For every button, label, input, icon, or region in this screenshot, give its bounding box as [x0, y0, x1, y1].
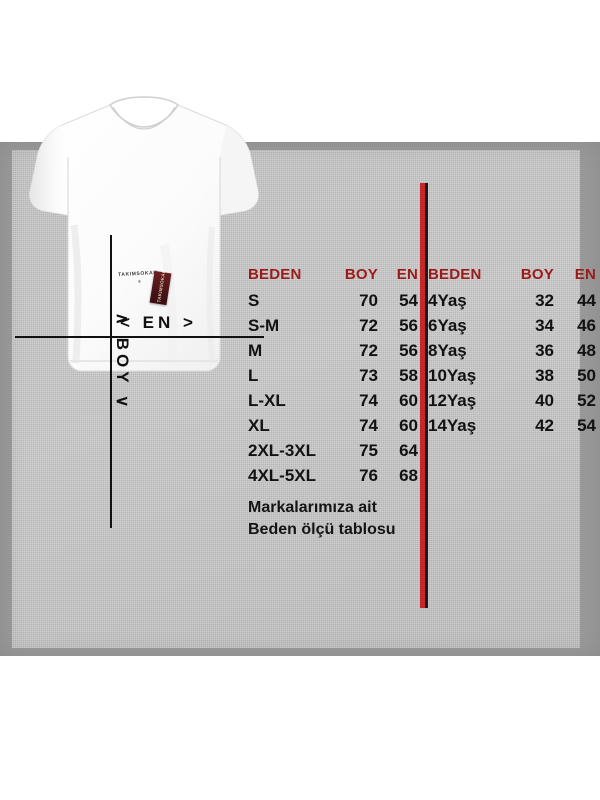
cell-beden: 2XL-3XL	[248, 441, 317, 460]
cell-beden: L	[248, 366, 259, 385]
cell-en: 58	[399, 366, 418, 385]
caption-line-2: Beden ölçü tablosu	[248, 521, 396, 538]
cell-en: 46	[577, 316, 596, 335]
measure-line-vertical	[110, 235, 112, 528]
cell-en: 48	[577, 341, 596, 360]
cell-beden: 4Yaş	[428, 291, 467, 310]
cell-en: 64	[399, 441, 418, 460]
table-row: S 70 54	[248, 291, 418, 316]
cell-beden: 6Yaş	[428, 316, 467, 335]
kids-header-beden: BEDEN	[428, 266, 482, 283]
tshirt-fold-left	[70, 224, 82, 364]
cell-en: 44	[577, 291, 596, 310]
table-row: 4XL-5XL 76 68	[248, 466, 418, 491]
table-row: 10Yaş 38 50	[428, 366, 596, 391]
table-row: 4Yaş 32 44	[428, 291, 596, 316]
cell-beden: 4XL-5XL	[248, 466, 317, 485]
table-row: L 73 58	[248, 366, 418, 391]
cell-en: 56	[399, 316, 418, 335]
cell-boy: 38	[535, 366, 554, 385]
table-row: 14Yaş 42 54	[428, 416, 596, 441]
cell-beden: S	[248, 291, 260, 310]
cell-boy: 72	[359, 341, 378, 360]
measure-label-width: < EN >	[120, 313, 197, 332]
adult-header-en: EN	[396, 266, 418, 283]
cell-boy: 36	[535, 341, 554, 360]
kids-header-en: EN	[574, 266, 596, 283]
tshirt-illustration	[14, 95, 274, 375]
cell-en: 50	[577, 366, 596, 385]
cell-boy: 75	[359, 441, 378, 460]
tshirt-collar-inner	[112, 106, 176, 130]
kids-size-table: BEDEN BOY EN 4Yaş 32 44 6Yaş 34 46 8Yaş …	[428, 266, 596, 441]
cell-boy: 42	[535, 416, 554, 435]
cell-en: 52	[577, 391, 596, 410]
tshirt-left-sleeve-shade	[29, 125, 68, 215]
cell-beden: 14Yaş	[428, 416, 477, 435]
cell-en: 68	[399, 466, 418, 485]
cell-boy: 40	[535, 391, 554, 410]
adult-table-body: S 70 54 S-M 72 56 M 72 56 L 73 58 L-XL 7	[248, 291, 418, 491]
table-row: M 72 56	[248, 341, 418, 366]
length-arrow-down: ∨	[113, 395, 132, 412]
tshirt-fold-right	[206, 226, 215, 364]
measure-label-length: ∧ BOY ∨	[112, 302, 132, 422]
length-arrow-up: ∧	[113, 312, 132, 329]
adult-header-boy: BOY	[344, 266, 378, 283]
cell-beden: S-M	[248, 316, 280, 335]
adult-size-table: BEDEN BOY EN S 70 54 S-M 72 56 M 72 56 L	[248, 266, 418, 491]
cell-boy: 74	[359, 416, 378, 435]
kids-table-header-row: BEDEN BOY EN	[428, 266, 596, 291]
kids-header-boy: BOY	[520, 266, 554, 283]
cell-boy: 32	[535, 291, 554, 310]
cell-beden: 8Yaş	[428, 341, 467, 360]
cell-boy: 72	[359, 316, 378, 335]
cell-boy: 34	[535, 316, 554, 335]
cell-beden: 10Yaş	[428, 366, 477, 385]
table-row: XL 74 60	[248, 416, 418, 441]
tshirt-fold-center	[159, 244, 178, 366]
cell-en: 60	[399, 391, 418, 410]
cell-en: 56	[399, 341, 418, 360]
adult-table-header-row: BEDEN BOY EN	[248, 266, 418, 291]
cell-en: 60	[399, 416, 418, 435]
table-row: 12Yaş 40 52	[428, 391, 596, 416]
chart-caption: Markalarımıza ait Beden ölçü tablosu	[248, 497, 423, 541]
table-row: 2XL-3XL 75 64	[248, 441, 418, 466]
cell-boy: 73	[359, 366, 378, 385]
cell-boy: 74	[359, 391, 378, 410]
tshirt-svg	[29, 96, 259, 372]
cell-boy: 70	[359, 291, 378, 310]
hang-tag-label: TAKIMSOKAK	[156, 270, 167, 303]
cell-beden: M	[248, 341, 263, 360]
cell-beden: L-XL	[248, 391, 286, 410]
length-text: BOY	[113, 337, 132, 387]
cell-boy: 76	[359, 466, 378, 485]
table-row: L-XL 74 60	[248, 391, 418, 416]
cell-beden: 12Yaş	[428, 391, 477, 410]
caption-line-1: Markalarımıza ait	[248, 499, 377, 516]
table-row: S-M 72 56	[248, 316, 418, 341]
red-vertical-divider	[420, 183, 425, 608]
cell-en: 54	[577, 416, 596, 435]
tshirt-right-sleeve-shade	[220, 125, 259, 215]
measure-line-horizontal	[15, 336, 264, 338]
neck-brand-mark: ®	[138, 279, 141, 284]
table-row: 6Yaş 34 46	[428, 316, 596, 341]
kids-table-body: 4Yaş 32 44 6Yaş 34 46 8Yaş 36 48 10Yaş 3…	[428, 291, 596, 441]
cell-en: 54	[399, 291, 418, 310]
table-row: 8Yaş 36 48	[428, 341, 596, 366]
adult-header-beden: BEDEN	[248, 266, 302, 283]
tshirt-collar	[108, 96, 180, 128]
cell-beden: XL	[248, 416, 270, 435]
